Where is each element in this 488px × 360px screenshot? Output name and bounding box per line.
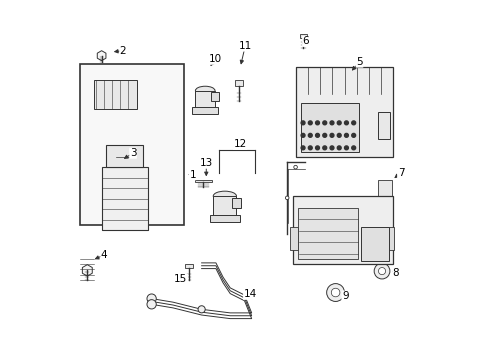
Polygon shape [82, 265, 92, 276]
Circle shape [329, 134, 333, 137]
Circle shape [198, 306, 205, 313]
Ellipse shape [213, 191, 236, 201]
Bar [185, 264, 193, 268]
Circle shape [315, 134, 319, 137]
Circle shape [322, 134, 326, 137]
Bar [378, 180, 391, 202]
Bar [102, 167, 148, 230]
Circle shape [373, 263, 389, 279]
Circle shape [329, 146, 333, 150]
Circle shape [337, 121, 341, 125]
Bar [94, 80, 137, 109]
Circle shape [315, 146, 319, 150]
Circle shape [344, 146, 347, 150]
Circle shape [147, 300, 156, 309]
Text: 14: 14 [243, 289, 256, 299]
Text: 6: 6 [302, 36, 308, 46]
Bar [194, 180, 212, 182]
Text: 13: 13 [199, 158, 212, 168]
Circle shape [351, 134, 355, 137]
Bar [385, 226, 393, 250]
Circle shape [351, 146, 355, 150]
Circle shape [308, 121, 311, 125]
Text: 7: 7 [397, 168, 404, 178]
Bar [106, 145, 143, 167]
Bar [378, 112, 389, 139]
Circle shape [344, 134, 347, 137]
Text: 15: 15 [174, 274, 187, 284]
Circle shape [378, 267, 385, 275]
Polygon shape [97, 51, 106, 61]
Circle shape [301, 121, 305, 125]
Text: 8: 8 [392, 268, 399, 278]
Text: 11: 11 [238, 41, 251, 51]
Circle shape [301, 134, 305, 137]
Bar [301, 103, 358, 152]
Text: 5: 5 [355, 57, 362, 67]
Circle shape [293, 165, 297, 169]
Bar [231, 198, 241, 208]
Ellipse shape [195, 86, 215, 95]
Bar [289, 226, 297, 250]
Circle shape [147, 294, 156, 303]
Circle shape [337, 134, 341, 137]
Text: 3: 3 [129, 148, 136, 158]
Bar [213, 196, 236, 216]
Circle shape [301, 146, 305, 150]
Circle shape [329, 121, 333, 125]
Text: 2: 2 [120, 46, 126, 56]
Bar [192, 108, 218, 114]
Bar [299, 35, 307, 38]
Circle shape [308, 146, 311, 150]
Text: 12: 12 [233, 139, 246, 149]
Text: 10: 10 [208, 54, 222, 64]
Text: 9: 9 [341, 291, 348, 301]
Circle shape [344, 121, 347, 125]
Circle shape [308, 134, 311, 137]
Circle shape [322, 146, 326, 150]
Circle shape [331, 288, 339, 297]
Bar [360, 226, 388, 261]
Circle shape [326, 284, 344, 301]
Bar [292, 196, 392, 264]
Circle shape [322, 121, 326, 125]
Circle shape [285, 196, 288, 200]
Bar [297, 208, 357, 258]
Circle shape [351, 121, 355, 125]
Circle shape [315, 121, 319, 125]
Bar [80, 64, 183, 225]
Bar [211, 93, 219, 102]
Bar [209, 215, 240, 222]
Bar [296, 67, 392, 157]
Text: 4: 4 [101, 250, 107, 260]
Bar [195, 91, 215, 109]
Circle shape [337, 146, 341, 150]
Bar [235, 80, 243, 86]
Text: 1: 1 [189, 170, 196, 180]
